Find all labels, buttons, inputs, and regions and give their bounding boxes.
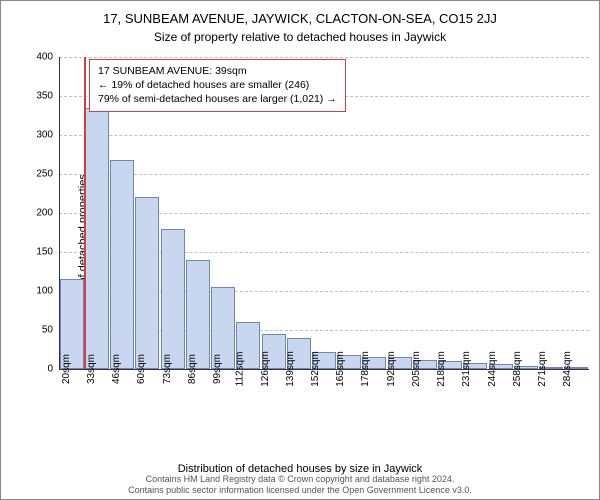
credits-line-2: Contains public sector information licen… bbox=[1, 485, 599, 496]
y-tick-label: 150 bbox=[36, 247, 59, 258]
bar bbox=[186, 260, 210, 369]
gridline bbox=[59, 174, 589, 175]
bar bbox=[110, 160, 134, 369]
y-tick-label: 250 bbox=[36, 169, 59, 180]
main-title: 17, SUNBEAM AVENUE, JAYWICK, CLACTON-ON-… bbox=[1, 1, 599, 26]
y-tick-label: 400 bbox=[36, 52, 59, 63]
y-tick-label: 100 bbox=[36, 286, 59, 297]
info-line-3: 79% of semi-detached houses are larger (… bbox=[98, 92, 337, 106]
y-tick-label: 300 bbox=[36, 130, 59, 141]
credits: Contains HM Land Registry data © Crown c… bbox=[1, 474, 599, 497]
gridline bbox=[59, 135, 589, 136]
info-line-1: 17 SUNBEAM AVENUE: 39sqm bbox=[98, 64, 337, 78]
bar bbox=[161, 229, 185, 369]
y-tick-label: 350 bbox=[36, 91, 59, 102]
x-axis-line bbox=[59, 369, 589, 370]
y-tick-label: 200 bbox=[36, 208, 59, 219]
bar bbox=[85, 108, 109, 369]
chart-container: 17, SUNBEAM AVENUE, JAYWICK, CLACTON-ON-… bbox=[0, 0, 600, 500]
chart-plot-area: 05010015020025030035040020sqm33sqm46sqm6… bbox=[59, 57, 589, 417]
credits-line-1: Contains HM Land Registry data © Crown c… bbox=[1, 474, 599, 485]
info-box: 17 SUNBEAM AVENUE: 39sqm ← 19% of detach… bbox=[89, 59, 346, 112]
bar bbox=[135, 197, 159, 369]
subtitle: Size of property relative to detached ho… bbox=[1, 26, 599, 50]
gridline bbox=[59, 57, 589, 58]
marker-line bbox=[84, 57, 86, 369]
y-tick-label: 50 bbox=[42, 325, 59, 336]
y-axis-line bbox=[59, 57, 60, 369]
info-line-2: ← 19% of detached houses are smaller (24… bbox=[98, 78, 337, 92]
